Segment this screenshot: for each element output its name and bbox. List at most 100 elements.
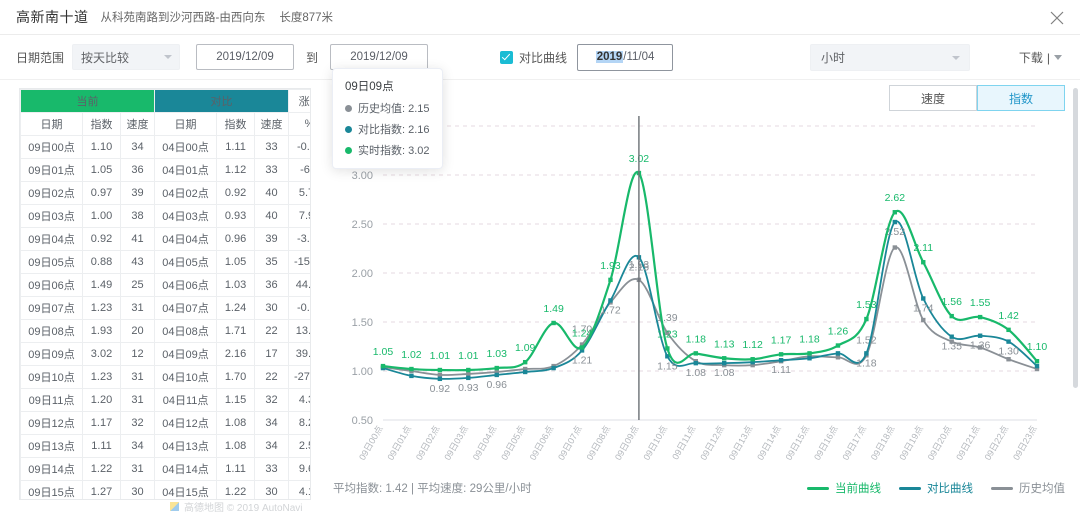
- data-point[interactable]: [665, 346, 670, 351]
- data-point[interactable]: [778, 352, 784, 357]
- cell-current-index: 1.23: [82, 296, 121, 320]
- compare-curve-checkbox[interactable]: [500, 50, 514, 64]
- data-point[interactable]: [722, 356, 727, 361]
- data-point[interactable]: [522, 366, 528, 372]
- data-point[interactable]: [494, 369, 499, 375]
- data-point[interactable]: [1006, 327, 1011, 333]
- data-point[interactable]: [835, 351, 841, 356]
- data-point[interactable]: [579, 345, 585, 350]
- data-point[interactable]: [466, 375, 471, 381]
- data-point[interactable]: [921, 296, 926, 301]
- data-point[interactable]: [579, 348, 585, 353]
- data-label: 1.23: [657, 328, 678, 340]
- data-point[interactable]: [977, 333, 983, 338]
- cell-compare-speed: 35: [254, 250, 290, 274]
- data-point[interactable]: [835, 355, 841, 360]
- data-point[interactable]: [380, 363, 386, 369]
- data-point[interactable]: [864, 351, 869, 356]
- data-point[interactable]: [494, 365, 499, 371]
- data-point[interactable]: [750, 362, 755, 368]
- compare-date-input[interactable]: 2019/11/04: [577, 43, 674, 71]
- data-point[interactable]: [409, 373, 414, 379]
- data-point[interactable]: [466, 367, 471, 373]
- start-date-input[interactable]: 2019/12/09: [196, 44, 295, 70]
- data-point[interactable]: [949, 313, 954, 319]
- data-point[interactable]: [807, 356, 812, 361]
- data-point[interactable]: [892, 245, 898, 250]
- data-point[interactable]: [409, 366, 414, 372]
- data-point[interactable]: [466, 371, 471, 377]
- data-point[interactable]: [864, 316, 869, 322]
- legend-item-0[interactable]: 当前曲线: [807, 480, 881, 496]
- data-point[interactable]: [494, 372, 499, 378]
- series-line-0[interactable]: [382, 171, 1038, 372]
- data-point[interactable]: [949, 339, 954, 344]
- data-point[interactable]: [949, 334, 954, 339]
- tab-index[interactable]: 指数: [977, 85, 1065, 111]
- tab-speed[interactable]: 速度: [889, 85, 977, 111]
- hourly-data-table[interactable]: 当前对比涨跌日期指数速度日期指数速度%09日00点1.103404日00点1.1…: [19, 88, 311, 500]
- data-point[interactable]: [693, 360, 698, 366]
- data-point[interactable]: [437, 376, 443, 382]
- traffic-index-line-chart[interactable]: 0.501.001.502.002.503.003.5009日00点09日01点…: [325, 108, 1073, 508]
- table-scrollbar[interactable]: [1073, 88, 1078, 388]
- end-date-input[interactable]: 2019/12/09: [330, 44, 429, 70]
- data-point[interactable]: [921, 260, 926, 265]
- data-point[interactable]: [1006, 357, 1011, 362]
- granularity-select[interactable]: 小时: [810, 44, 970, 71]
- cell-current-index: 1.11: [82, 434, 121, 458]
- cell-compare-index: 0.96: [216, 227, 256, 251]
- data-point[interactable]: [665, 354, 670, 359]
- data-point[interactable]: [608, 298, 613, 303]
- legend-item-2[interactable]: 历史均值: [991, 480, 1065, 496]
- data-point[interactable]: [437, 367, 443, 373]
- data-point[interactable]: [665, 330, 670, 335]
- data-point[interactable]: [522, 369, 528, 375]
- data-point[interactable]: [977, 345, 983, 350]
- data-point[interactable]: [750, 359, 755, 365]
- data-point[interactable]: [693, 351, 698, 356]
- data-point[interactable]: [892, 219, 898, 225]
- data-point[interactable]: [722, 360, 727, 366]
- download-button[interactable]: 下载 |: [1019, 49, 1062, 66]
- group-change: 涨跌: [288, 89, 310, 113]
- data-point[interactable]: [835, 343, 841, 348]
- data-point[interactable]: [608, 277, 613, 283]
- data-point[interactable]: [977, 314, 983, 320]
- data-point[interactable]: [921, 317, 926, 323]
- data-point[interactable]: [1034, 366, 1040, 372]
- legend-item-1[interactable]: 对比曲线: [899, 480, 973, 496]
- data-point[interactable]: [579, 342, 585, 347]
- svg-text:09日23点: 09日23点: [1011, 424, 1039, 462]
- data-point[interactable]: [1006, 339, 1011, 344]
- data-point[interactable]: [807, 351, 812, 356]
- data-point[interactable]: [551, 320, 556, 326]
- data-point[interactable]: [778, 358, 784, 363]
- data-point[interactable]: [551, 365, 556, 371]
- data-point[interactable]: [892, 210, 898, 215]
- data-point[interactable]: [522, 359, 528, 365]
- data-label: 0.93: [458, 382, 479, 394]
- close-icon[interactable]: [1048, 9, 1066, 27]
- data-point[interactable]: [1034, 363, 1040, 369]
- data-point[interactable]: [437, 372, 443, 378]
- data-point[interactable]: [1034, 359, 1040, 364]
- compare-mode-select[interactable]: 按天比较: [72, 44, 181, 70]
- data-point[interactable]: [750, 357, 755, 362]
